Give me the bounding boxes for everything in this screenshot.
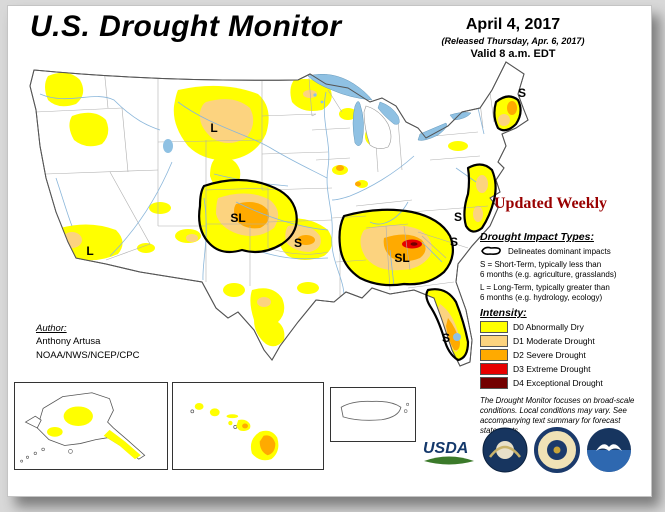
intensity-row-d0: D0 Abnormally Dry — [480, 321, 650, 333]
author-org: NOAA/NWS/NCEP/CPC — [36, 349, 140, 361]
valid-time: Valid 8 a.m. EDT — [470, 48, 556, 60]
intensity-row-d1: D1 Moderate Drought — [480, 335, 650, 347]
d4-label: D4 Exceptional Drought — [513, 378, 603, 388]
intensity-row-d4: D4 Exceptional Drought — [480, 377, 650, 389]
ndmc-logo — [482, 427, 528, 473]
author-heading: Author: — [36, 323, 67, 334]
drought-monitor-page: U.S. Drought Monitor April 4, 2017 (Rele… — [7, 5, 652, 497]
d2-label: D2 Severe Drought — [513, 350, 586, 360]
label-central-plains: SL — [230, 211, 245, 225]
usda-logo-text: USDA — [423, 440, 468, 457]
d0-swatch — [480, 321, 508, 333]
noaa-gull — [596, 444, 622, 451]
intensity-row-d2: D2 Severe Drought — [480, 349, 650, 361]
impact-outlines — [198, 95, 522, 362]
great-salt-lake — [163, 139, 173, 153]
page-title: U.S. Drought Monitor — [30, 10, 342, 43]
usda-swoosh — [424, 456, 474, 465]
puerto-rico-island — [340, 400, 402, 421]
author-block: Author: Anthony Artusa NOAA/NWS/NCEP/CPC — [36, 322, 139, 362]
short-term-definition: S = Short-Term, typically less than 6 mo… — [480, 260, 617, 279]
label-southern-plains: S — [294, 236, 302, 250]
label-mid-atlantic: S — [454, 210, 462, 224]
impact-labels: L L SL S SL S S S S — [86, 86, 526, 345]
usda-logo: USDA — [422, 434, 476, 474]
d1-label: D1 Moderate Drought — [513, 336, 595, 346]
aleutian-islands — [20, 447, 73, 463]
commerce-seal-logo — [534, 427, 580, 473]
small-lake — [313, 93, 317, 97]
puerto-rico-inset — [330, 387, 416, 442]
impact-delineates-row: Delineates dominant impacts — [480, 245, 650, 257]
impact-outline-icon — [481, 246, 501, 255]
updated-weekly-note: Updated Weekly — [494, 195, 608, 212]
lake-okeechobee — [453, 333, 461, 341]
drought-layer — [45, 72, 521, 360]
hawaii-map — [190, 403, 279, 461]
label-southeast: SL — [394, 251, 409, 265]
label-california: L — [86, 244, 93, 258]
long-term-definition: L = Long-Term, typically greater than 6 … — [480, 283, 610, 302]
label-mid-atlantic-2: S — [450, 235, 458, 249]
impact-delineates-label: Delineates dominant impacts — [508, 246, 611, 256]
hawaii-islands — [190, 403, 279, 461]
d3-label: D3 Extreme Drought — [513, 364, 591, 374]
author-name: Anthony Artusa — [36, 336, 101, 348]
legend-panel: Drought Impact Types: Delineates dominan… — [480, 227, 650, 437]
d4-swatch — [480, 377, 508, 389]
puerto-rico-map — [340, 400, 410, 421]
small-lake — [320, 100, 324, 104]
michigan-lower-peninsula — [363, 105, 392, 149]
d3-swatch — [480, 363, 508, 375]
map-date: April 4, 2017 — [465, 16, 561, 33]
released-date: (Released Thursday, Apr. 6, 2017) — [441, 36, 585, 46]
noaa-logo — [586, 427, 632, 473]
us-coastline — [29, 61, 529, 367]
alaska-map — [20, 392, 146, 463]
label-florida: S — [442, 331, 450, 345]
impact-types-heading: Drought Impact Types: — [480, 231, 594, 243]
intensity-heading: Intensity: — [480, 307, 527, 319]
alaska-inset — [14, 382, 168, 470]
date-block: April 4, 2017 (Released Thursday, Apr. 6… — [406, 16, 620, 60]
d2-swatch — [480, 349, 508, 361]
intensity-row-d3: D3 Extreme Drought — [480, 363, 650, 375]
alaska-drought — [47, 406, 141, 460]
d0-label: D0 Abnormally Dry — [513, 322, 584, 332]
d1-swatch — [480, 335, 508, 347]
us-drought-map: L L SL S SL S S S S — [29, 61, 529, 367]
hawaii-inset — [172, 382, 324, 470]
label-montana: L — [210, 121, 217, 135]
label-northeast: S — [518, 86, 526, 100]
